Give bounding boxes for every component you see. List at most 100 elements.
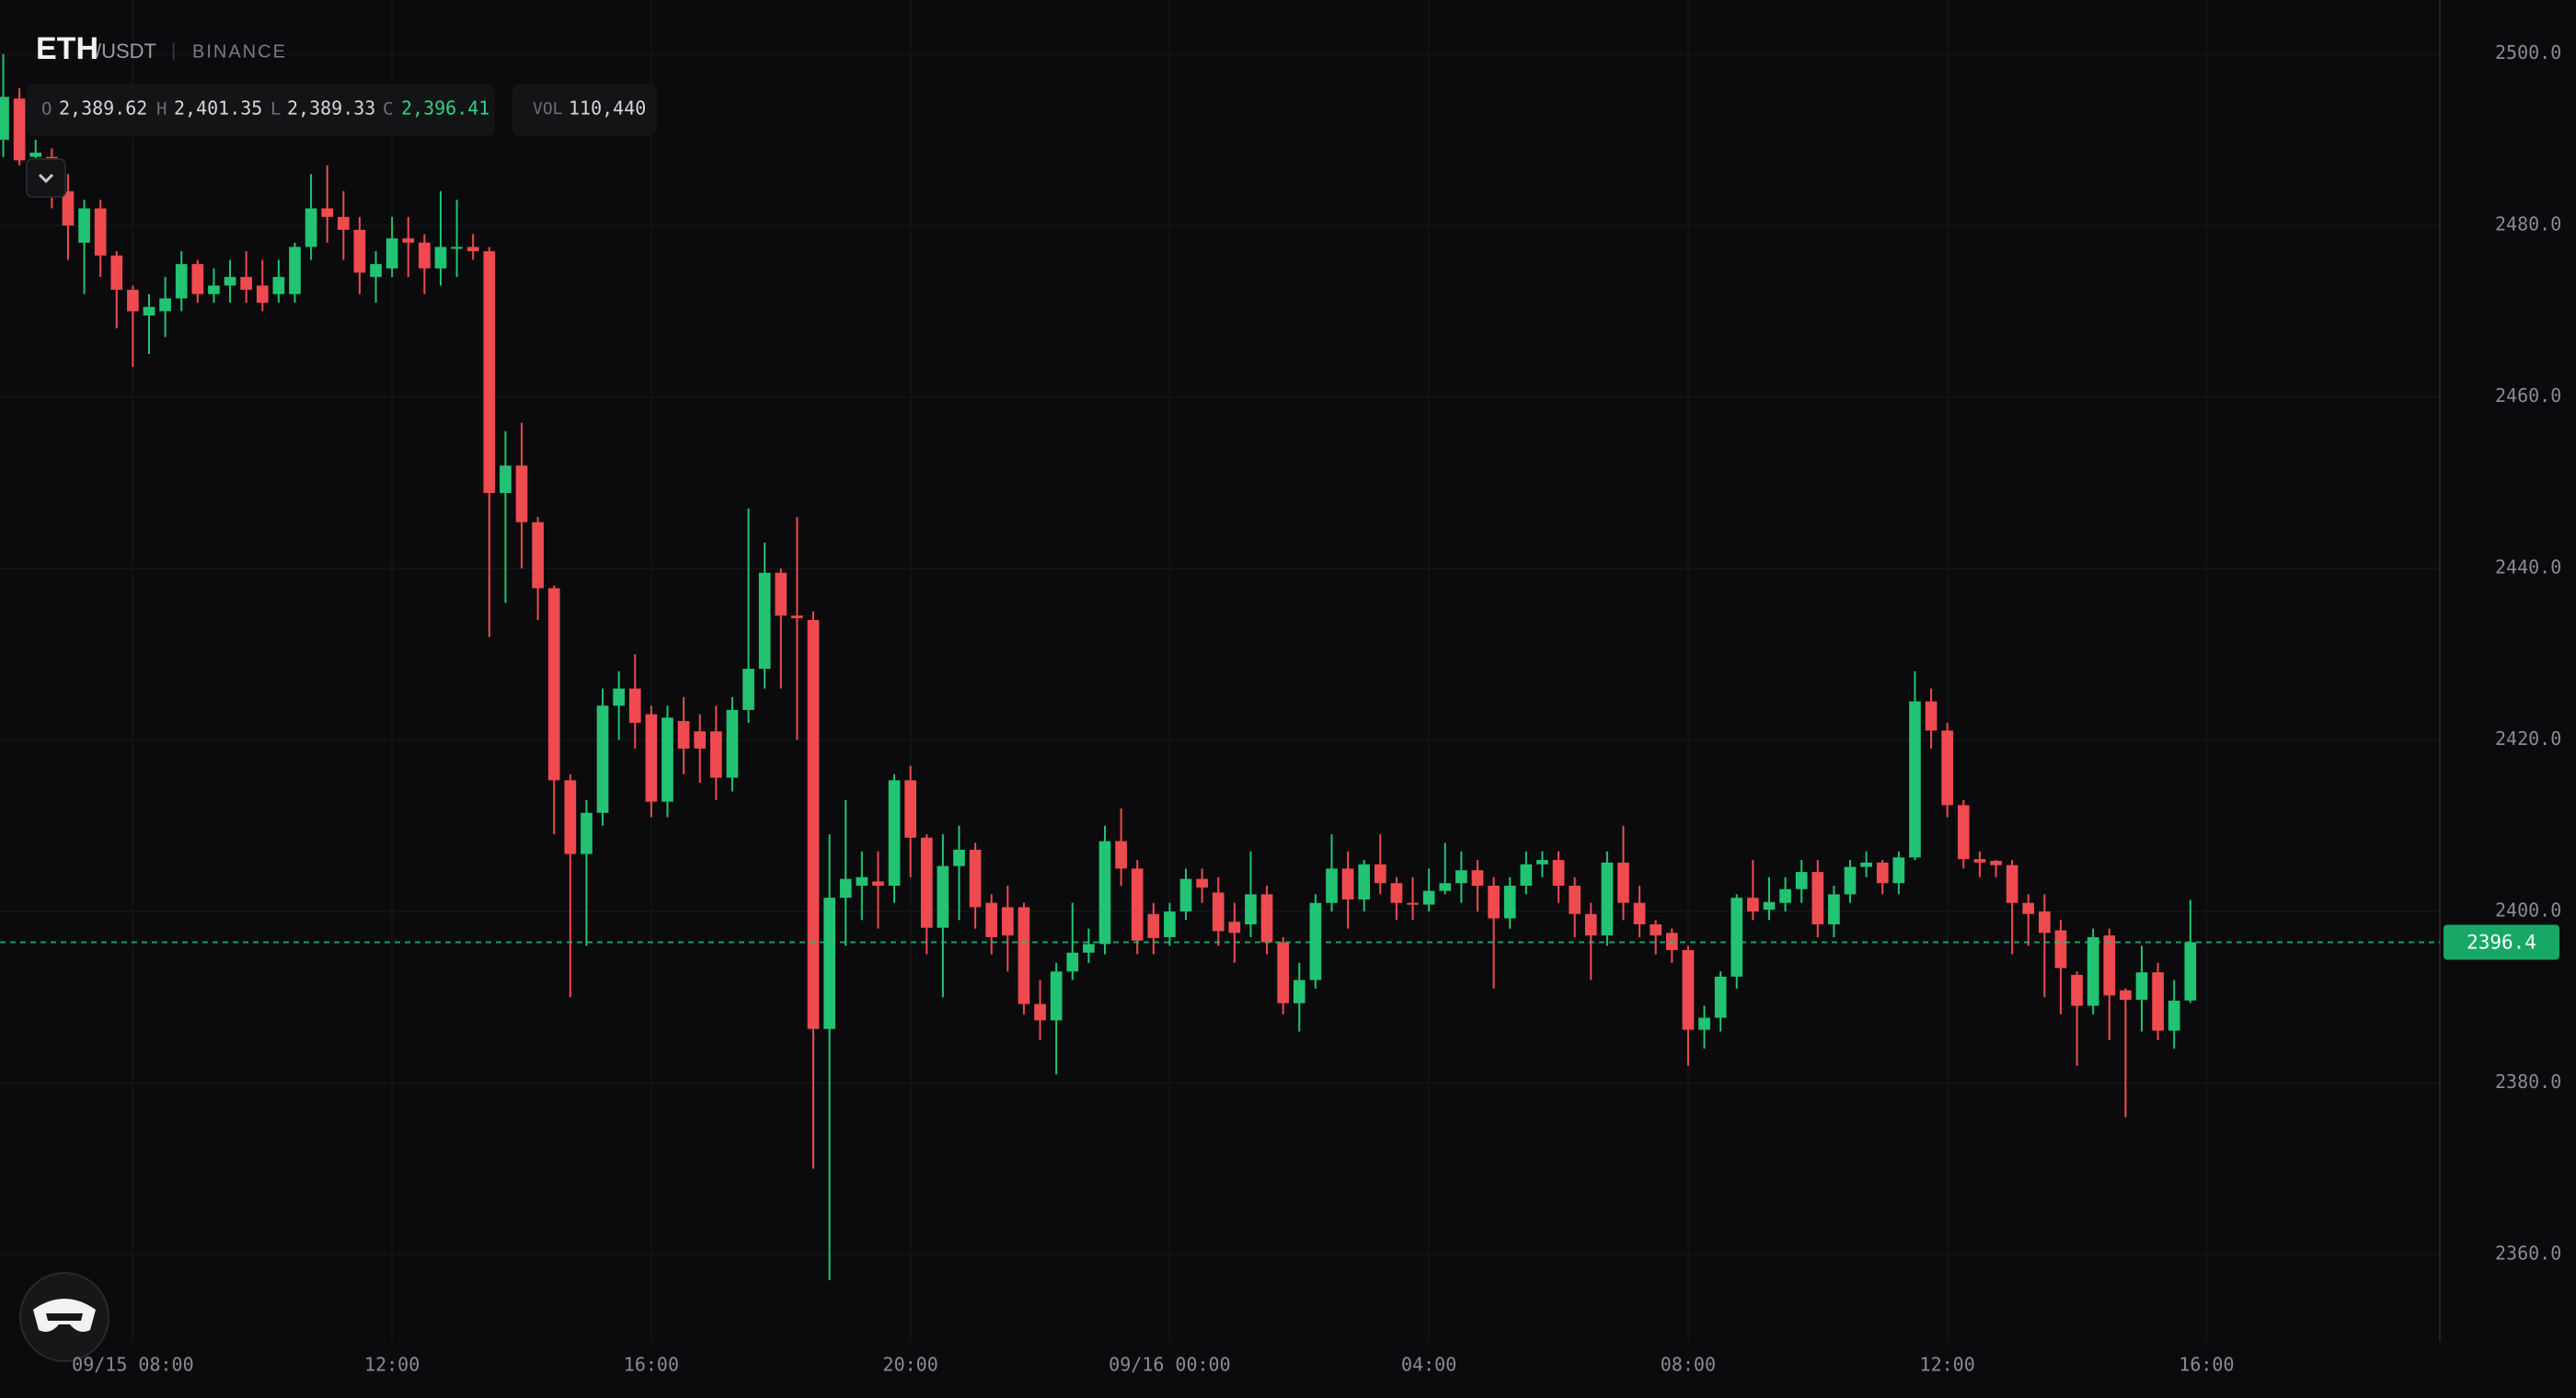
candle-body — [1569, 886, 1581, 914]
candle-body — [1390, 883, 1403, 903]
candle-body — [839, 878, 852, 899]
candle-body — [532, 521, 544, 589]
volume-value: 110,440 — [569, 97, 646, 120]
candle-body — [726, 709, 739, 778]
candle-body — [2054, 930, 2067, 968]
candle-body — [2103, 935, 2116, 996]
y-tick-label: 2360.0 — [2495, 1242, 2561, 1264]
candle-body — [1212, 892, 1225, 932]
x-tick-label: 09/15 08:00 — [72, 1354, 193, 1376]
candle-body — [1196, 878, 1208, 888]
candle-body — [1957, 805, 1970, 860]
candle-body — [434, 246, 447, 269]
candle-body — [823, 898, 835, 1029]
y-tick-label: 2500.0 — [2495, 41, 2561, 63]
candle-body — [2022, 902, 2035, 914]
candle-body — [937, 865, 949, 928]
candle-body — [2006, 865, 2018, 903]
ohlc-label: H — [156, 99, 167, 120]
candle-body — [13, 98, 26, 161]
x-tick-label: 08:00 — [1661, 1354, 1716, 1376]
candle-body — [985, 902, 998, 937]
candle-body — [1293, 980, 1305, 1003]
candle-body — [1083, 944, 1095, 953]
candle-body — [613, 688, 626, 706]
candle-body — [1682, 949, 1695, 1030]
candle-body — [2135, 972, 2148, 1001]
candle-body — [1520, 864, 1533, 887]
candle-body — [1503, 886, 1516, 919]
candle-body — [807, 620, 820, 1029]
candle-body — [904, 780, 916, 838]
candle-body — [2120, 990, 2132, 1001]
candle-body — [2152, 972, 2164, 1031]
logo[interactable] — [19, 1272, 109, 1362]
candle-body — [1828, 894, 1840, 924]
candle-body — [143, 306, 155, 316]
candle-body — [1876, 862, 1889, 884]
x-tick-label: 12:00 — [1920, 1354, 1975, 1376]
candle-body — [1892, 857, 1905, 884]
y-tick-label: 2460.0 — [2495, 384, 2561, 407]
collapse-button[interactable] — [26, 158, 66, 198]
candle-body — [191, 264, 204, 294]
candle-body — [888, 780, 901, 887]
candle-body — [1811, 872, 1824, 924]
x-tick-label: 20:00 — [883, 1354, 938, 1376]
candle-body — [645, 714, 658, 802]
candle-body — [969, 849, 982, 908]
candle-body — [1747, 898, 1759, 912]
candle-body — [1795, 872, 1808, 889]
candle-body — [791, 615, 803, 619]
logo-visor — [46, 1313, 83, 1321]
candle-body — [1358, 864, 1371, 900]
candle-body — [500, 465, 512, 494]
y-tick-label: 2420.0 — [2495, 728, 2561, 750]
candle-body — [1147, 913, 1160, 938]
candle-body — [1973, 859, 1986, 863]
candle-body — [1714, 976, 1727, 1018]
candle-body — [1633, 902, 1646, 924]
button-frame[interactable] — [26, 158, 66, 198]
candle-body — [224, 277, 236, 286]
candle-body — [1844, 866, 1857, 895]
symbol: ETH — [36, 31, 98, 66]
candle-body — [419, 242, 431, 269]
candle-body — [1179, 878, 1192, 912]
candle-body — [564, 780, 577, 854]
candle-body — [710, 731, 722, 778]
candle-body — [628, 688, 641, 723]
candle-body — [451, 246, 463, 249]
candle-body — [1941, 730, 1954, 806]
quote: /USDT — [96, 40, 156, 63]
ohlc-value: 2,401.35 — [174, 97, 262, 120]
candle-body — [240, 277, 253, 291]
separator: | — [171, 40, 176, 61]
candle-body — [1584, 913, 1597, 936]
candle-body — [1115, 841, 1127, 869]
candle-body — [1098, 841, 1111, 945]
candle-body — [1309, 902, 1322, 980]
candle-body — [1341, 868, 1354, 900]
candle-body — [1471, 870, 1484, 887]
candle-body — [466, 246, 479, 252]
grid — [0, 0, 2440, 1342]
candle-body — [1277, 942, 1290, 1003]
candle-body — [1650, 923, 1662, 936]
candle-body — [661, 717, 673, 802]
candle-body — [94, 208, 107, 256]
candle-body — [2087, 936, 2099, 1006]
candle-body — [1260, 894, 1273, 943]
x-tick-label: 16:00 — [2179, 1354, 2234, 1376]
candle-body — [1925, 701, 1938, 731]
volume-panel — [512, 84, 657, 136]
candles — [0, 53, 2197, 1280]
candle-body — [402, 238, 415, 243]
ohlc-value: 2,396.41 — [401, 97, 489, 120]
ohlc-label: C — [383, 99, 393, 120]
candle-body — [1488, 886, 1500, 919]
candle-body — [1050, 971, 1063, 1021]
candle-body — [305, 208, 317, 247]
